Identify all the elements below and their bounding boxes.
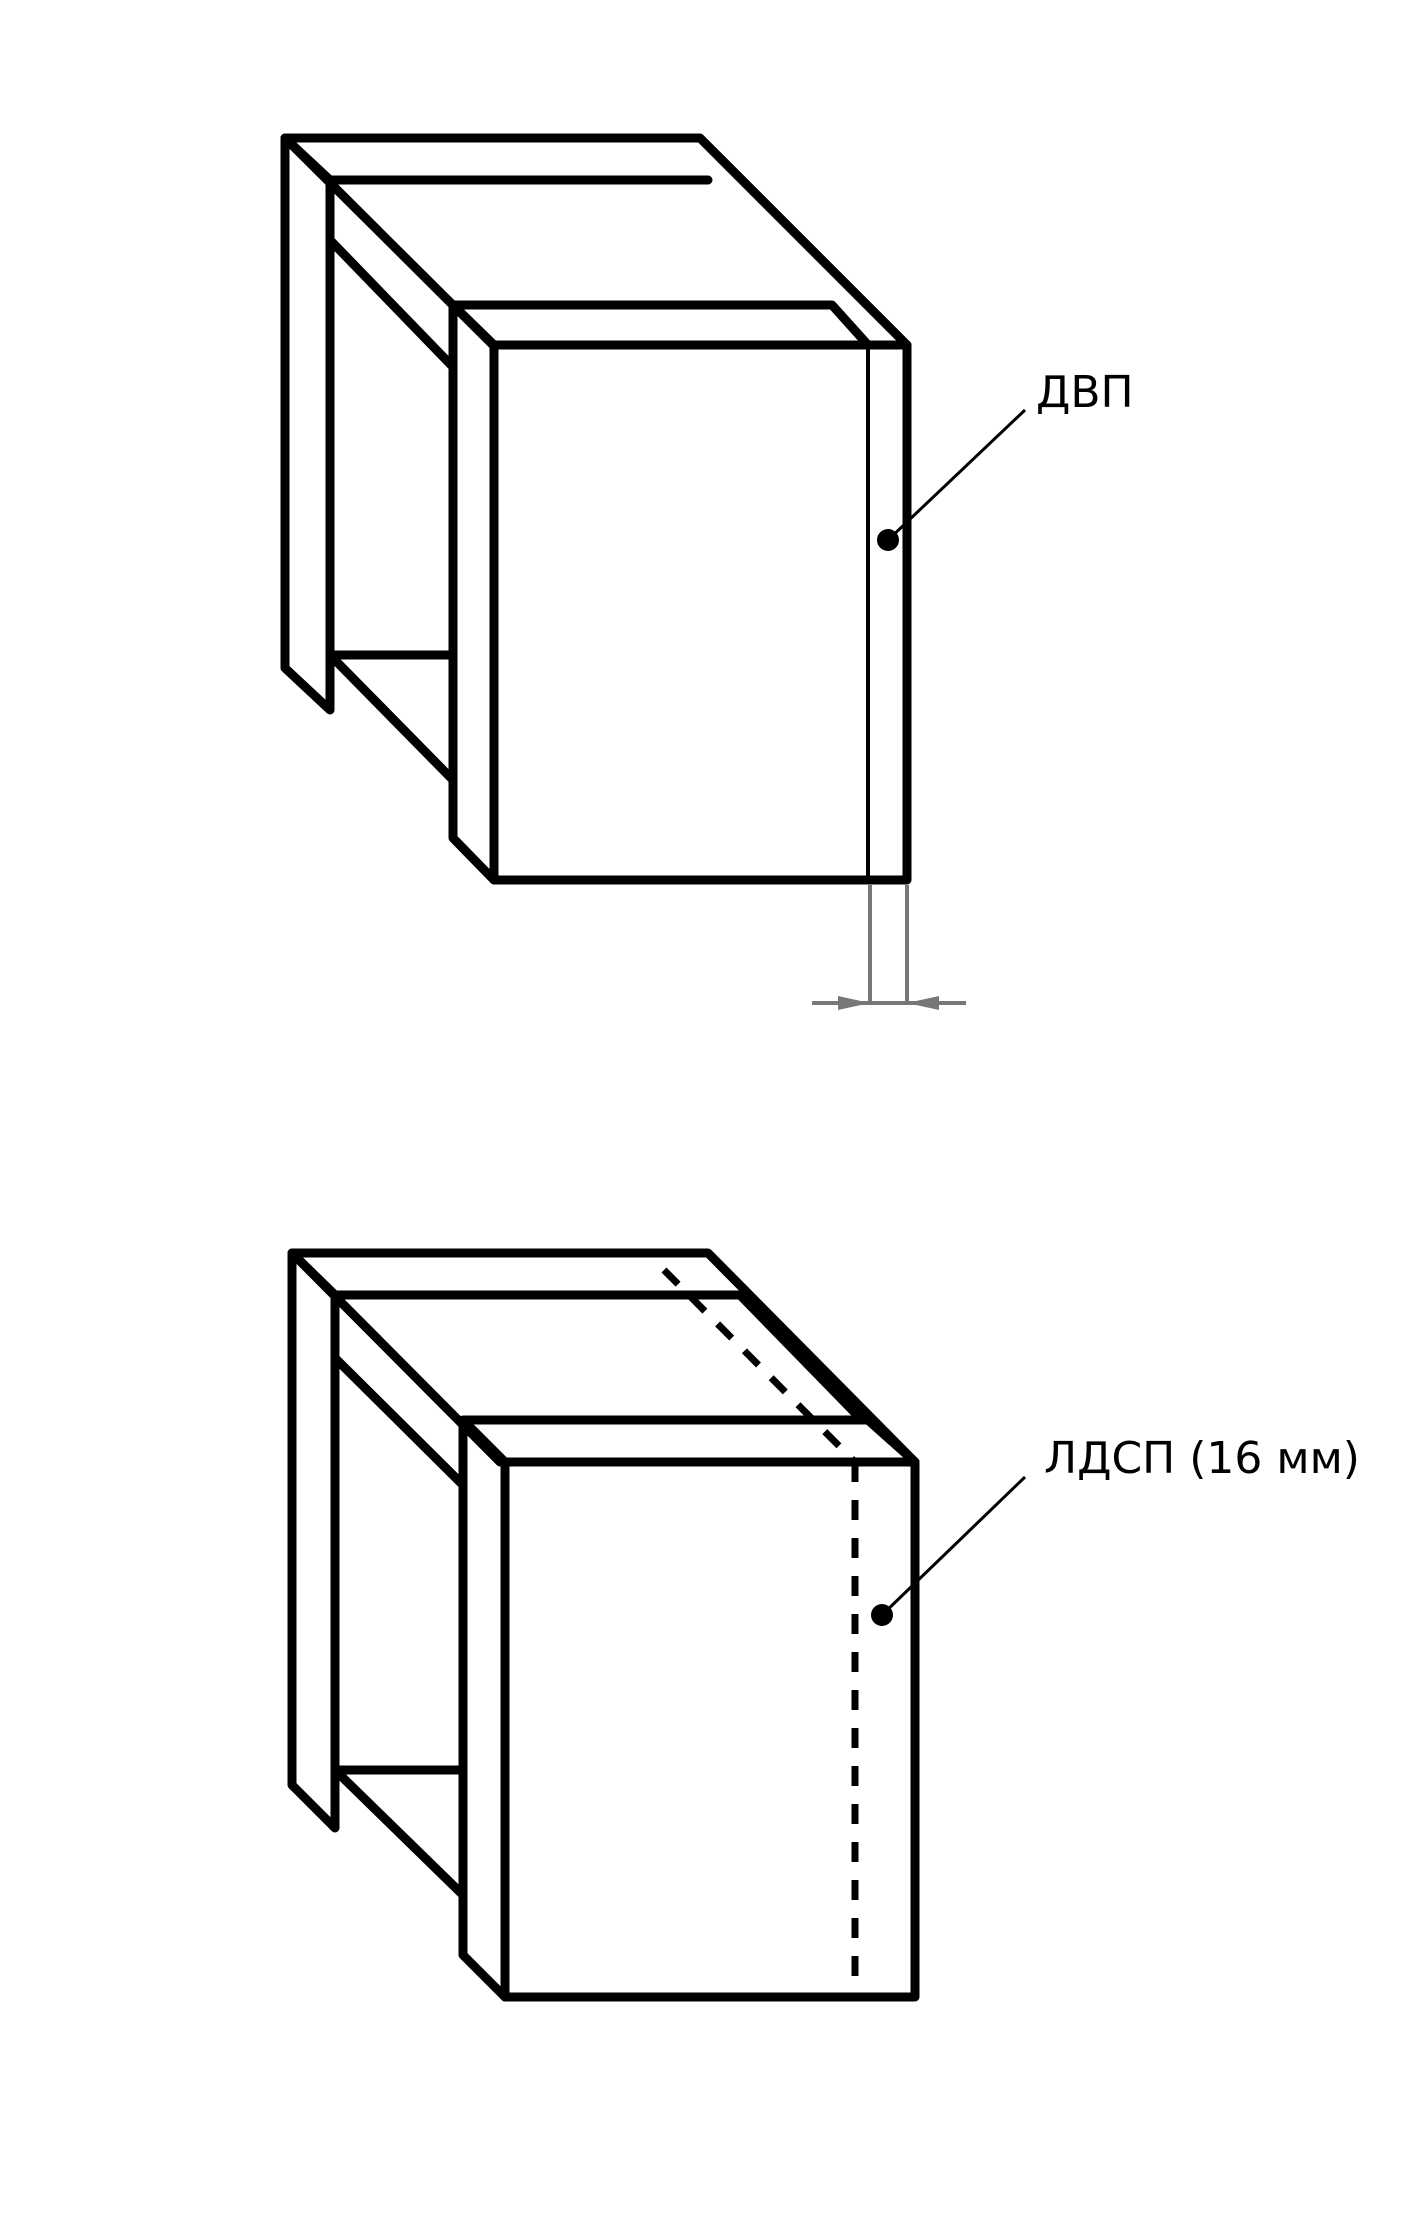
top-right-side-panel	[448, 300, 873, 885]
top-front-face	[489, 340, 912, 885]
top-thickness-dimension	[812, 885, 966, 1010]
top-cabinet-drawing: ДВП	[280, 133, 1134, 1010]
bottom-hidden-top-edge	[661, 1267, 858, 1465]
bottom-front-face	[500, 1457, 920, 2002]
bottom-leader-dot	[871, 1604, 893, 1626]
bottom-inner-cavity	[330, 1353, 468, 1900]
bottom-cabinet-drawing: ЛДСП (16 мм)	[287, 1248, 1360, 2002]
bottom-right-side-panel	[458, 1415, 920, 2002]
bottom-top-panel	[287, 1248, 920, 1467]
top-inner-cavity	[325, 235, 458, 785]
top-top-panel	[280, 133, 912, 350]
top-leader-dot	[877, 529, 899, 551]
bottom-callout-label: ЛДСП (16 мм)	[1044, 1433, 1360, 1484]
top-left-side-panel	[280, 133, 335, 715]
bottom-left-side-panel	[287, 1248, 340, 1833]
bottom-leader-line	[880, 1475, 1027, 1617]
top-leader-line	[886, 408, 1027, 542]
top-callout-label: ДВП	[1036, 367, 1134, 418]
